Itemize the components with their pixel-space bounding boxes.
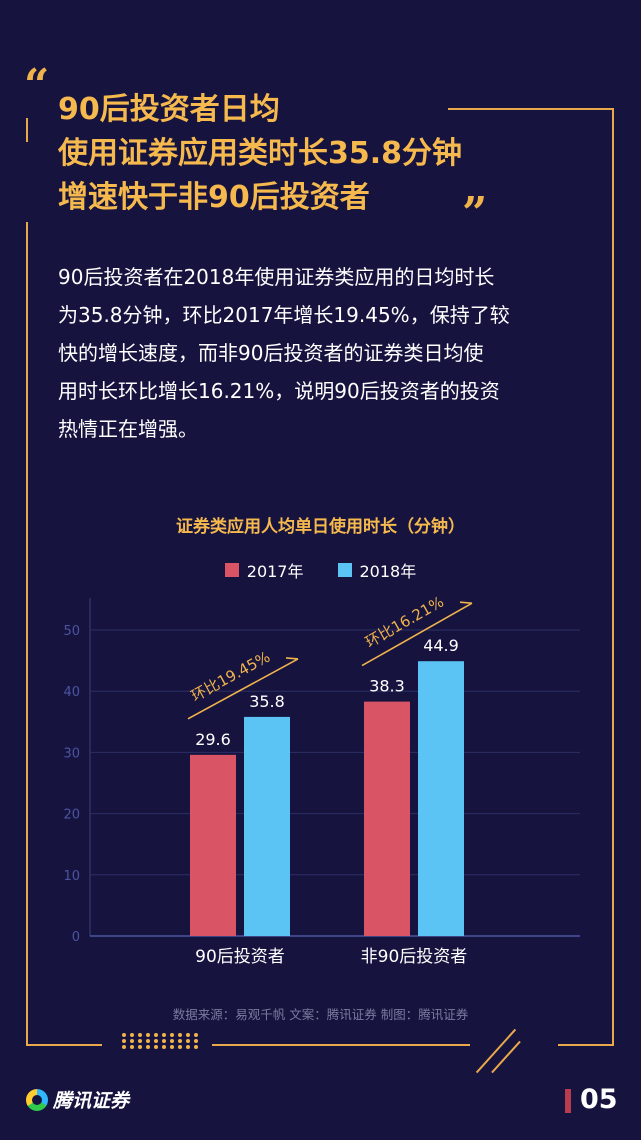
x-category-label-1: 非90后投资者 xyxy=(361,947,468,967)
headline: 90后投资者日均 使用证券应用类时长35.8分钟 增速快于非90后投资者 xyxy=(58,88,598,220)
page-number: 05 xyxy=(580,1084,618,1115)
body-line-3: 快的增长速度，而非90后投资者的证券类日均使 xyxy=(58,341,484,365)
frame-top-right xyxy=(448,108,614,110)
legend-label-2017: 2017年 xyxy=(246,562,304,581)
frame-bottom-left xyxy=(26,1044,102,1046)
frame-slash-2 xyxy=(491,1040,521,1074)
data-label-0-0: 29.6 xyxy=(195,730,231,749)
body-line-1: 90后投资者在2018年使用证券类应用的日均时长 xyxy=(58,265,495,289)
x-category-label-0: 90后投资者 xyxy=(195,947,285,967)
legend-swatch-2018 xyxy=(337,563,352,577)
headline-line-2: 使用证券应用类时长35.8分钟 xyxy=(58,136,463,171)
frame-left xyxy=(26,222,28,1046)
close-quote-icon: ” xyxy=(462,188,488,239)
frame-bottom-mid xyxy=(212,1044,470,1046)
data-label-1-0: 38.3 xyxy=(369,677,405,696)
bar-1-1 xyxy=(418,661,464,936)
frame-right xyxy=(612,108,614,1046)
y-tick-label-3: 30 xyxy=(63,746,80,761)
legend-swatch-2017 xyxy=(224,563,239,577)
y-tick-label-1: 10 xyxy=(63,869,80,884)
frame-left-top xyxy=(26,118,28,142)
tencent-logo-icon xyxy=(26,1088,48,1111)
y-tick-label-2: 20 xyxy=(63,808,80,823)
headline-line-3: 增速快于非90后投资者 xyxy=(58,180,370,215)
growth-arrow-head-0 xyxy=(285,657,299,660)
brand-name: 腾讯证券 xyxy=(53,1090,130,1112)
y-tick-label-0: 0 xyxy=(72,930,80,945)
growth-arrow-0 xyxy=(187,658,299,720)
bar-1-0 xyxy=(364,701,410,936)
bar-0-1 xyxy=(244,716,290,936)
body-line-2: 为35.8分钟，环比2017年增长19.45%，保持了较 xyxy=(58,303,510,327)
legend-label-2018: 2018年 xyxy=(359,562,417,581)
y-tick-label-4: 40 xyxy=(63,685,80,700)
frame-bottom-right xyxy=(558,1044,614,1046)
open-quote-icon: “ xyxy=(24,60,50,111)
brand-logo: 腾讯证券 xyxy=(26,1086,129,1113)
source-credit: 数据来源：易观千帆 文案：腾讯证券 制图：腾讯证券 xyxy=(172,1007,469,1022)
page-marker xyxy=(565,1089,571,1113)
decorative-dots xyxy=(122,1033,200,1049)
headline-line-1: 90后投资者日均 xyxy=(58,92,280,127)
data-label-0-1: 35.8 xyxy=(249,692,285,711)
y-tick-label-5: 50 xyxy=(63,624,80,639)
chart-title: 证券类应用人均单日使用时长（分钟） xyxy=(176,517,465,537)
growth-arrow-1 xyxy=(361,602,473,667)
data-label-1-1: 44.9 xyxy=(423,636,459,655)
bar-0-0 xyxy=(190,754,236,936)
growth-arrow-head-1 xyxy=(459,601,473,605)
body-paragraph: 90后投资者在2018年使用证券类应用的日均时长 为35.8分钟，环比2017年… xyxy=(58,258,598,448)
body-line-4: 用时长环比增长16.21%，说明90后投资者的投资 xyxy=(58,379,500,403)
chart-legend: 2017年 2018年 xyxy=(0,558,641,582)
body-line-5: 热情正在增强。 xyxy=(58,417,198,441)
legend-item-2017: 2017年 xyxy=(224,558,304,582)
legend-item-2018: 2018年 xyxy=(337,558,417,582)
